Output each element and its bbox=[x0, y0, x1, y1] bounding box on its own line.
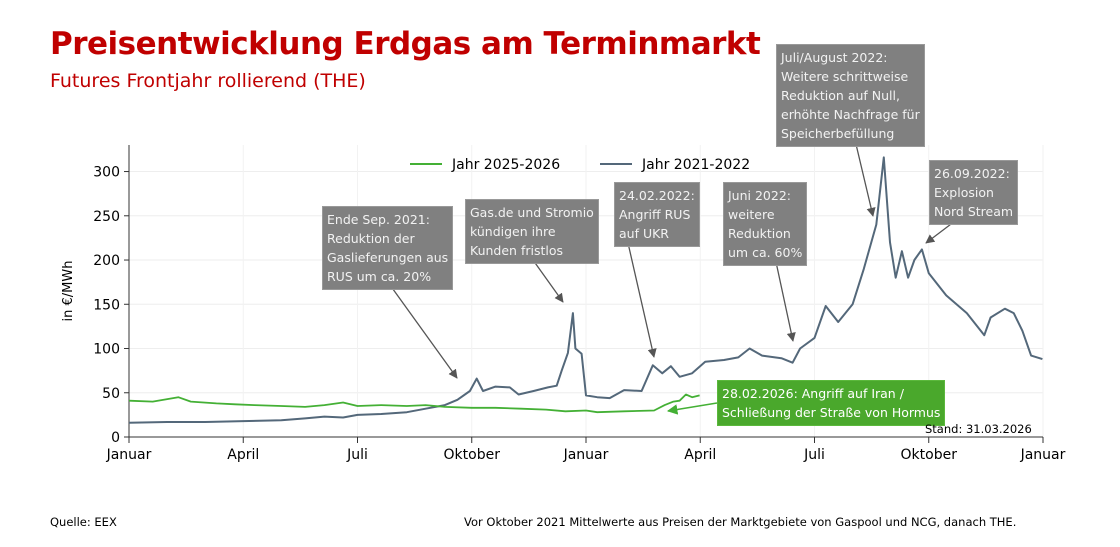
x-tick-label: April bbox=[227, 447, 259, 463]
x-tick-label: Januar bbox=[563, 447, 609, 463]
x-tick-label: Juli bbox=[803, 447, 825, 463]
y-axis-label: in €/MWh bbox=[61, 261, 76, 322]
x-tick-label: Januar bbox=[106, 447, 152, 463]
chart-title: Preisentwicklung Erdgas am Terminmarkt bbox=[50, 26, 761, 62]
y-tick-label: 150 bbox=[93, 297, 120, 313]
legend-label: Jahr 2025-2026 bbox=[451, 157, 560, 173]
x-tick-label: Oktober bbox=[444, 447, 501, 463]
annotation-arrow bbox=[854, 139, 876, 217]
annotation-gasde-stromio: Gas.de und Stromio kündigen ihre Kunden … bbox=[465, 199, 599, 264]
annotation-sep-2021: Ende Sep. 2021: Reduktion der Gaslieferu… bbox=[322, 206, 454, 290]
y-tick-label: 0 bbox=[111, 430, 120, 446]
annotation-arrow bbox=[389, 284, 458, 379]
x-tick-label: Oktober bbox=[901, 447, 958, 463]
series-line-jahr-2021-2022 bbox=[128, 156, 1043, 424]
x-tick-label: Januar bbox=[1020, 447, 1066, 463]
stand-date: Stand: 31.03.2026 bbox=[925, 422, 1032, 436]
footnote: Vor Oktober 2021 Mittelwerte aus Preisen… bbox=[464, 515, 1017, 529]
y-tick-label: 50 bbox=[102, 386, 120, 402]
annotation-arrow bbox=[532, 259, 564, 303]
x-tick-label: Juli bbox=[346, 447, 368, 463]
y-tick-label: 100 bbox=[93, 342, 120, 358]
annotation-sep-2022: 26.09.2022: Explosion Nord Stream bbox=[929, 160, 1019, 225]
y-tick-label: 200 bbox=[93, 253, 120, 269]
annotation-arrow bbox=[775, 261, 796, 342]
y-tick-label: 300 bbox=[93, 165, 120, 181]
annotation-arrow bbox=[666, 402, 718, 415]
y-tick-label: 250 bbox=[93, 209, 120, 225]
annotation-feb-2022: 24.02.2022: Angriff RUS auf UKR bbox=[614, 182, 700, 247]
chart-subtitle: Futures Frontjahr rollierend (THE) bbox=[50, 70, 366, 92]
legend-label: Jahr 2021-2022 bbox=[641, 157, 750, 173]
source-note: Quelle: EEX bbox=[50, 515, 117, 529]
annotation-feb-2026: 28.02.2026: Angriff auf Iran / Schließun… bbox=[717, 380, 946, 426]
x-tick-label: April bbox=[684, 447, 716, 463]
annotation-arrow bbox=[627, 242, 657, 358]
annotation-jul-aug-2022: Juli/August 2022: Weitere schrittweise R… bbox=[776, 44, 925, 147]
annotation-jun-2022: Juni 2022: weitere Reduktion um ca. 60% bbox=[723, 182, 808, 266]
series-line-jahr-2025-2026 bbox=[128, 393, 700, 414]
